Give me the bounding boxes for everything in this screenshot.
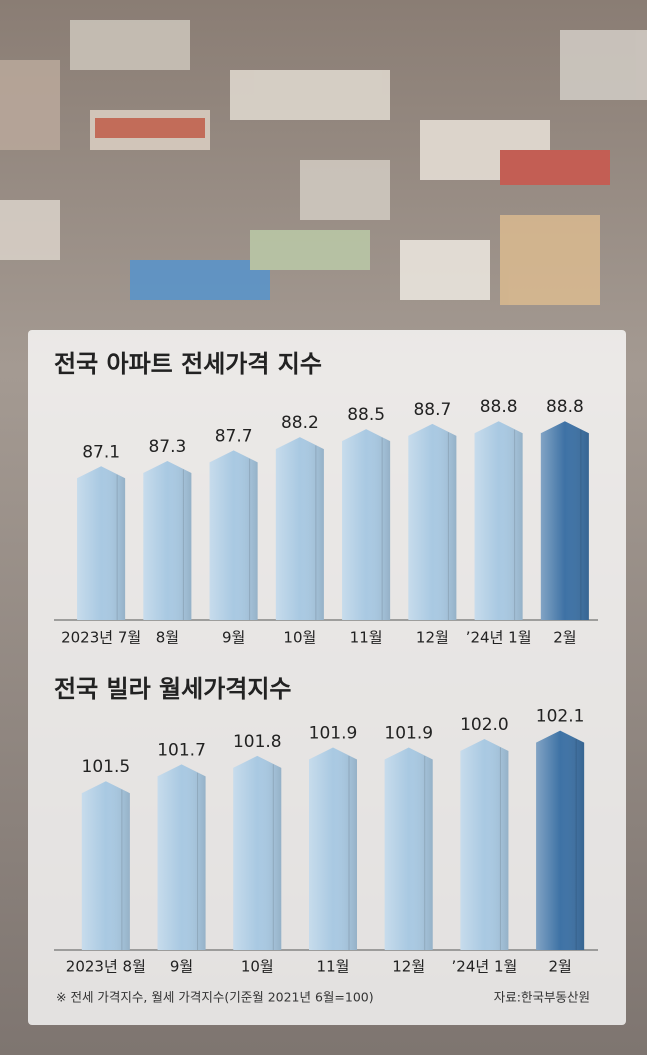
x-tick-label: 12월 [416,629,449,647]
source: 자료:한국부동산원 [494,990,590,1005]
x-tick-label: ’24년 1월 [452,958,518,976]
chart-title: 전국 아파트 전세가격 지수 [54,350,322,378]
bar-shade [342,429,391,620]
x-tick-label: 2023년 7월 [61,629,141,647]
value-label: 88.8 [546,397,584,417]
bar-shade [540,421,589,620]
chart-title: 전국 빌라 월세가격지수 [54,675,292,703]
buildings [0,20,647,305]
x-tick-label: 11월 [317,958,350,976]
value-label: 101.7 [157,740,206,760]
bar-shade [275,437,324,620]
bar-shade [460,739,509,950]
value-label: 87.1 [82,442,120,462]
value-label: 87.7 [215,426,253,446]
value-label: 87.3 [148,437,186,457]
value-label: 88.8 [480,397,518,417]
x-tick-label: 11월 [350,629,383,647]
value-label: 101.5 [82,757,131,777]
x-tick-label: 2023년 8월 [66,958,146,976]
value-label: 101.8 [233,732,282,752]
value-label: 102.0 [460,715,509,735]
bar-shade [209,450,258,620]
bar-shade [157,764,206,950]
value-label: 88.5 [347,405,385,425]
value-label: 101.9 [309,723,358,743]
bar-shade [143,460,192,620]
value-label: 102.1 [536,707,585,727]
bar-shade [77,466,126,620]
x-tick-label: 2월 [548,958,571,976]
value-label: 101.9 [384,723,433,743]
x-tick-label: 9월 [170,958,193,976]
x-tick-label: 12월 [392,958,425,976]
bar-shade [536,730,585,950]
x-tick-label: 9월 [222,629,245,647]
bar-shade [474,421,523,620]
bar-shade [309,747,357,950]
bar-shade [81,781,130,950]
value-label: 88.2 [281,413,319,433]
x-tick-label: 10월 [241,958,274,976]
x-tick-label: 2월 [553,629,576,647]
x-tick-label: ’24년 1월 [466,629,532,647]
bar-shade [233,755,282,950]
x-tick-label: 8월 [156,629,179,647]
footnote: ※ 전세 가격지수, 월세 가격지수(기준월 2021년 6월=100) [56,990,374,1005]
bar-shade [384,747,433,950]
x-tick-label: 10월 [283,629,316,647]
bar-shade [408,423,457,620]
value-label: 88.7 [413,400,451,420]
